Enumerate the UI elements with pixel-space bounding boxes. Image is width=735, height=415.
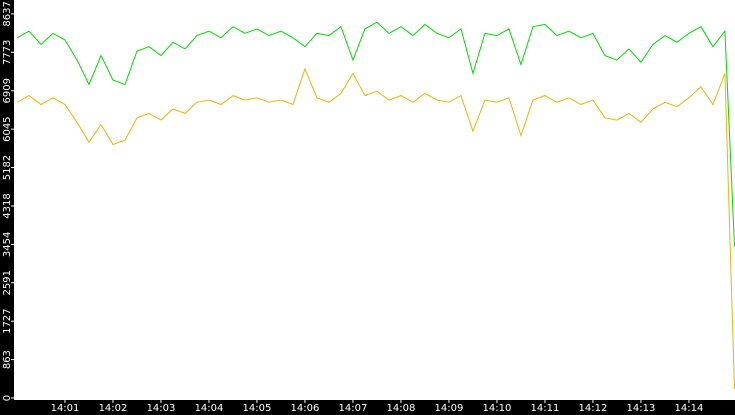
y-tick-label: 6045: [2, 116, 13, 141]
x-tick-label: 14:09: [435, 403, 464, 414]
x-tick-label: 14:07: [339, 403, 368, 414]
x-tick-label: 14:05: [243, 403, 272, 414]
y-tick-label: 6909: [2, 78, 13, 103]
y-axis-strip: [0, 0, 14, 415]
y-tick-label: 1727: [2, 308, 13, 333]
y-tick-label: 2591: [2, 270, 13, 295]
x-tick-label: 14:04: [195, 403, 224, 414]
y-tick-label: 863: [2, 350, 13, 369]
x-tick-label: 14:03: [147, 403, 176, 414]
x-tick-label: 14:13: [627, 403, 656, 414]
y-tick-label: 0: [2, 395, 13, 401]
y-tick-label: 7773: [2, 40, 13, 65]
x-tick-label: 14:11: [531, 403, 560, 414]
y-tick-label: 5182: [2, 155, 13, 180]
x-tick-label: 14:10: [483, 403, 512, 414]
y-tick-label: 3454: [2, 232, 13, 257]
x-tick-label: 14:14: [675, 403, 704, 414]
y-tick-label: 4318: [2, 193, 13, 218]
x-tick-label: 14:08: [387, 403, 416, 414]
x-tick-label: 14:12: [579, 403, 608, 414]
y-tick-label: 8637: [2, 1, 13, 26]
x-tick-label: 14:06: [291, 403, 320, 414]
series-line: [16, 67, 735, 390]
x-tick-label: 14:01: [51, 403, 80, 414]
series-line: [16, 21, 735, 247]
x-axis-strip: [0, 400, 735, 415]
x-tick-label: 14:02: [99, 403, 128, 414]
